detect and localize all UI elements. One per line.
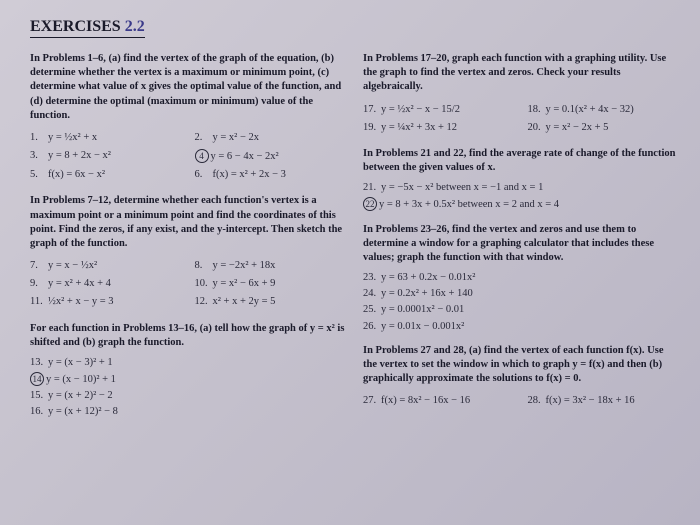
- problem-7: 7.y = x − ½x²: [30, 259, 181, 273]
- problem-22: 22y = 8 + 3x + 0.5x² between x = 2 and x…: [363, 197, 678, 212]
- problem-21: 21.y = −5x − x² between x = −1 and x = 1: [363, 181, 678, 195]
- problem-16: 16.y = (x + 12)² − 8: [30, 405, 345, 419]
- problem-28: 28.f(x) = 3x² − 18x + 16: [528, 394, 679, 408]
- instructions-27-28: In Problems 27 and 28, (a) find the vert…: [363, 344, 678, 387]
- problem-5: 5.f(x) = 6x − x²: [30, 168, 181, 182]
- problems-1-6: 1.y = ½x² + x 2.y = x² − 2x 3.y = 8 + 2x…: [30, 129, 345, 185]
- section-title: EXERCISES 2.2: [30, 18, 145, 38]
- title-word: EXERCISES: [30, 18, 121, 35]
- left-column: In Problems 1–6, (a) find the vertex of …: [30, 52, 345, 430]
- problems-21-22: 21.y = −5x − x² between x = −1 and x = 1…: [363, 181, 678, 212]
- problem-12: 12.x² + x + 2y = 5: [195, 295, 346, 309]
- instructions-23-26: In Problems 23–26, find the vertex and z…: [363, 223, 678, 266]
- problem-11: 11.½x² + x − y = 3: [30, 295, 181, 309]
- instructions-7-12: In Problems 7–12, determine whether each…: [30, 194, 345, 251]
- instructions-1-6: In Problems 1–6, (a) find the vertex of …: [30, 52, 345, 123]
- problem-10: 10.y = x² − 6x + 9: [195, 277, 346, 291]
- problem-4: 4y = 6 − 4x − 2x²: [195, 149, 346, 164]
- textbook-page: EXERCISES 2.2 In Problems 1–6, (a) find …: [0, 0, 700, 525]
- columns: In Problems 1–6, (a) find the vertex of …: [30, 52, 678, 430]
- title-number: 2.2: [125, 18, 145, 35]
- problems-17-20: 17.y = ½x² − x − 15/2 18.y = 0.1(x² + 4x…: [363, 101, 678, 137]
- problem-18: 18.y = 0.1(x² + 4x − 32): [528, 103, 679, 117]
- problem-14: 14y = (x − 10)² + 1: [30, 372, 345, 387]
- problem-17: 17.y = ½x² − x − 15/2: [363, 103, 514, 117]
- problem-26: 26.y = 0.01x − 0.001x²: [363, 320, 678, 334]
- problems-27-28: 27.f(x) = 8x² − 16x − 16 28.f(x) = 3x² −…: [363, 392, 678, 410]
- problem-27: 27.f(x) = 8x² − 16x − 16: [363, 394, 514, 408]
- problem-3: 3.y = 8 + 2x − x²: [30, 149, 181, 164]
- problems-13-16: 13.y = (x − 3)² + 1 14y = (x − 10)² + 1 …: [30, 356, 345, 420]
- problem-8: 8.y = −2x² + 18x: [195, 259, 346, 273]
- instructions-21-22: In Problems 21 and 22, find the average …: [363, 147, 678, 175]
- problem-19: 19.y = ¼x² + 3x + 12: [363, 121, 514, 135]
- instructions-13-16: For each function in Problems 13–16, (a)…: [30, 322, 345, 350]
- problems-23-26: 23.y = 63 + 0.2x − 0.01x² 24.y = 0.2x² +…: [363, 271, 678, 334]
- problem-15: 15.y = (x + 2)² − 2: [30, 389, 345, 403]
- problem-25: 25.y = 0.0001x² − 0.01: [363, 303, 678, 317]
- instructions-17-20: In Problems 17–20, graph each function w…: [363, 52, 678, 95]
- right-column: In Problems 17–20, graph each function w…: [363, 52, 678, 430]
- problem-23: 23.y = 63 + 0.2x − 0.01x²: [363, 271, 678, 285]
- problem-9: 9.y = x² + 4x + 4: [30, 277, 181, 291]
- problem-20: 20.y = x² − 2x + 5: [528, 121, 679, 135]
- problem-6: 6.f(x) = x² + 2x − 3: [195, 168, 346, 182]
- problem-2: 2.y = x² − 2x: [195, 131, 346, 145]
- problem-24: 24.y = 0.2x² + 16x + 140: [363, 287, 678, 301]
- problems-7-12: 7.y = x − ½x² 8.y = −2x² + 18x 9.y = x² …: [30, 257, 345, 312]
- problem-13: 13.y = (x − 3)² + 1: [30, 356, 345, 370]
- problem-1: 1.y = ½x² + x: [30, 131, 181, 145]
